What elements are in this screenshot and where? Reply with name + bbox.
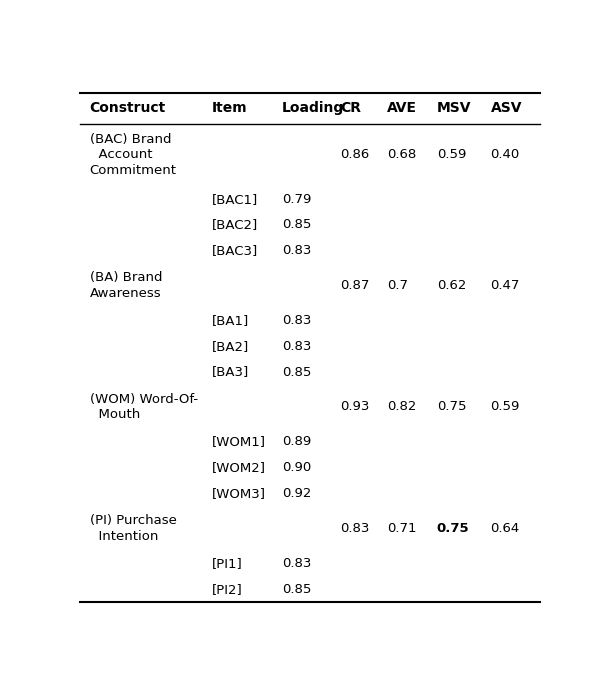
- Text: Account: Account: [90, 148, 152, 161]
- Text: 0.59: 0.59: [491, 401, 520, 414]
- Text: Intention: Intention: [90, 530, 158, 543]
- Text: 0.83: 0.83: [282, 556, 312, 570]
- Text: 0.87: 0.87: [341, 279, 370, 292]
- Text: [WOM3]: [WOM3]: [212, 487, 266, 500]
- Text: ASV: ASV: [491, 102, 522, 115]
- Text: MSV: MSV: [437, 102, 471, 115]
- Text: AVE: AVE: [387, 102, 417, 115]
- Text: 0.83: 0.83: [282, 244, 312, 257]
- Text: 0.75: 0.75: [437, 522, 469, 535]
- Text: Loading: Loading: [282, 102, 344, 115]
- Text: 0.89: 0.89: [282, 436, 311, 449]
- Text: 0.82: 0.82: [387, 401, 417, 414]
- Text: 0.85: 0.85: [282, 583, 312, 596]
- Text: CR: CR: [341, 102, 362, 115]
- Text: [WOM2]: [WOM2]: [212, 461, 266, 474]
- Text: 0.40: 0.40: [491, 148, 520, 161]
- Text: 0.93: 0.93: [341, 401, 370, 414]
- Text: (WOM) Word-Of-: (WOM) Word-Of-: [90, 393, 198, 406]
- Text: 0.90: 0.90: [282, 461, 311, 474]
- Text: [PI2]: [PI2]: [212, 583, 243, 596]
- Text: (PI) Purchase: (PI) Purchase: [90, 514, 177, 527]
- Text: 0.59: 0.59: [437, 148, 466, 161]
- Text: [BAC1]: [BAC1]: [212, 192, 258, 205]
- Text: 0.92: 0.92: [282, 487, 312, 500]
- Text: [WOM1]: [WOM1]: [212, 436, 266, 449]
- Text: 0.85: 0.85: [282, 365, 312, 379]
- Text: [BA2]: [BA2]: [212, 340, 249, 352]
- Text: 0.83: 0.83: [282, 340, 312, 352]
- Text: 0.47: 0.47: [491, 279, 520, 292]
- Text: Mouth: Mouth: [90, 408, 140, 421]
- Text: 0.7: 0.7: [387, 279, 408, 292]
- Text: Awareness: Awareness: [90, 286, 162, 300]
- Text: [BA1]: [BA1]: [212, 314, 249, 327]
- Text: 0.62: 0.62: [437, 279, 466, 292]
- Text: [BA3]: [BA3]: [212, 365, 249, 379]
- Text: 0.64: 0.64: [491, 522, 520, 535]
- Text: Commitment: Commitment: [90, 164, 177, 177]
- Text: [BAC3]: [BAC3]: [212, 244, 258, 257]
- Text: 0.71: 0.71: [387, 522, 417, 535]
- Text: 0.75: 0.75: [437, 401, 466, 414]
- Text: 0.68: 0.68: [387, 148, 417, 161]
- Text: [PI1]: [PI1]: [212, 556, 243, 570]
- Text: Item: Item: [212, 102, 247, 115]
- Text: 0.83: 0.83: [282, 314, 312, 327]
- Text: 0.79: 0.79: [282, 192, 312, 205]
- Text: (BA) Brand: (BA) Brand: [90, 271, 162, 284]
- Text: 0.85: 0.85: [282, 218, 312, 232]
- Text: 0.83: 0.83: [341, 522, 370, 535]
- Text: Construct: Construct: [90, 102, 166, 115]
- Text: 0.86: 0.86: [341, 148, 370, 161]
- Text: [BAC2]: [BAC2]: [212, 218, 258, 232]
- Text: (BAC) Brand: (BAC) Brand: [90, 133, 171, 146]
